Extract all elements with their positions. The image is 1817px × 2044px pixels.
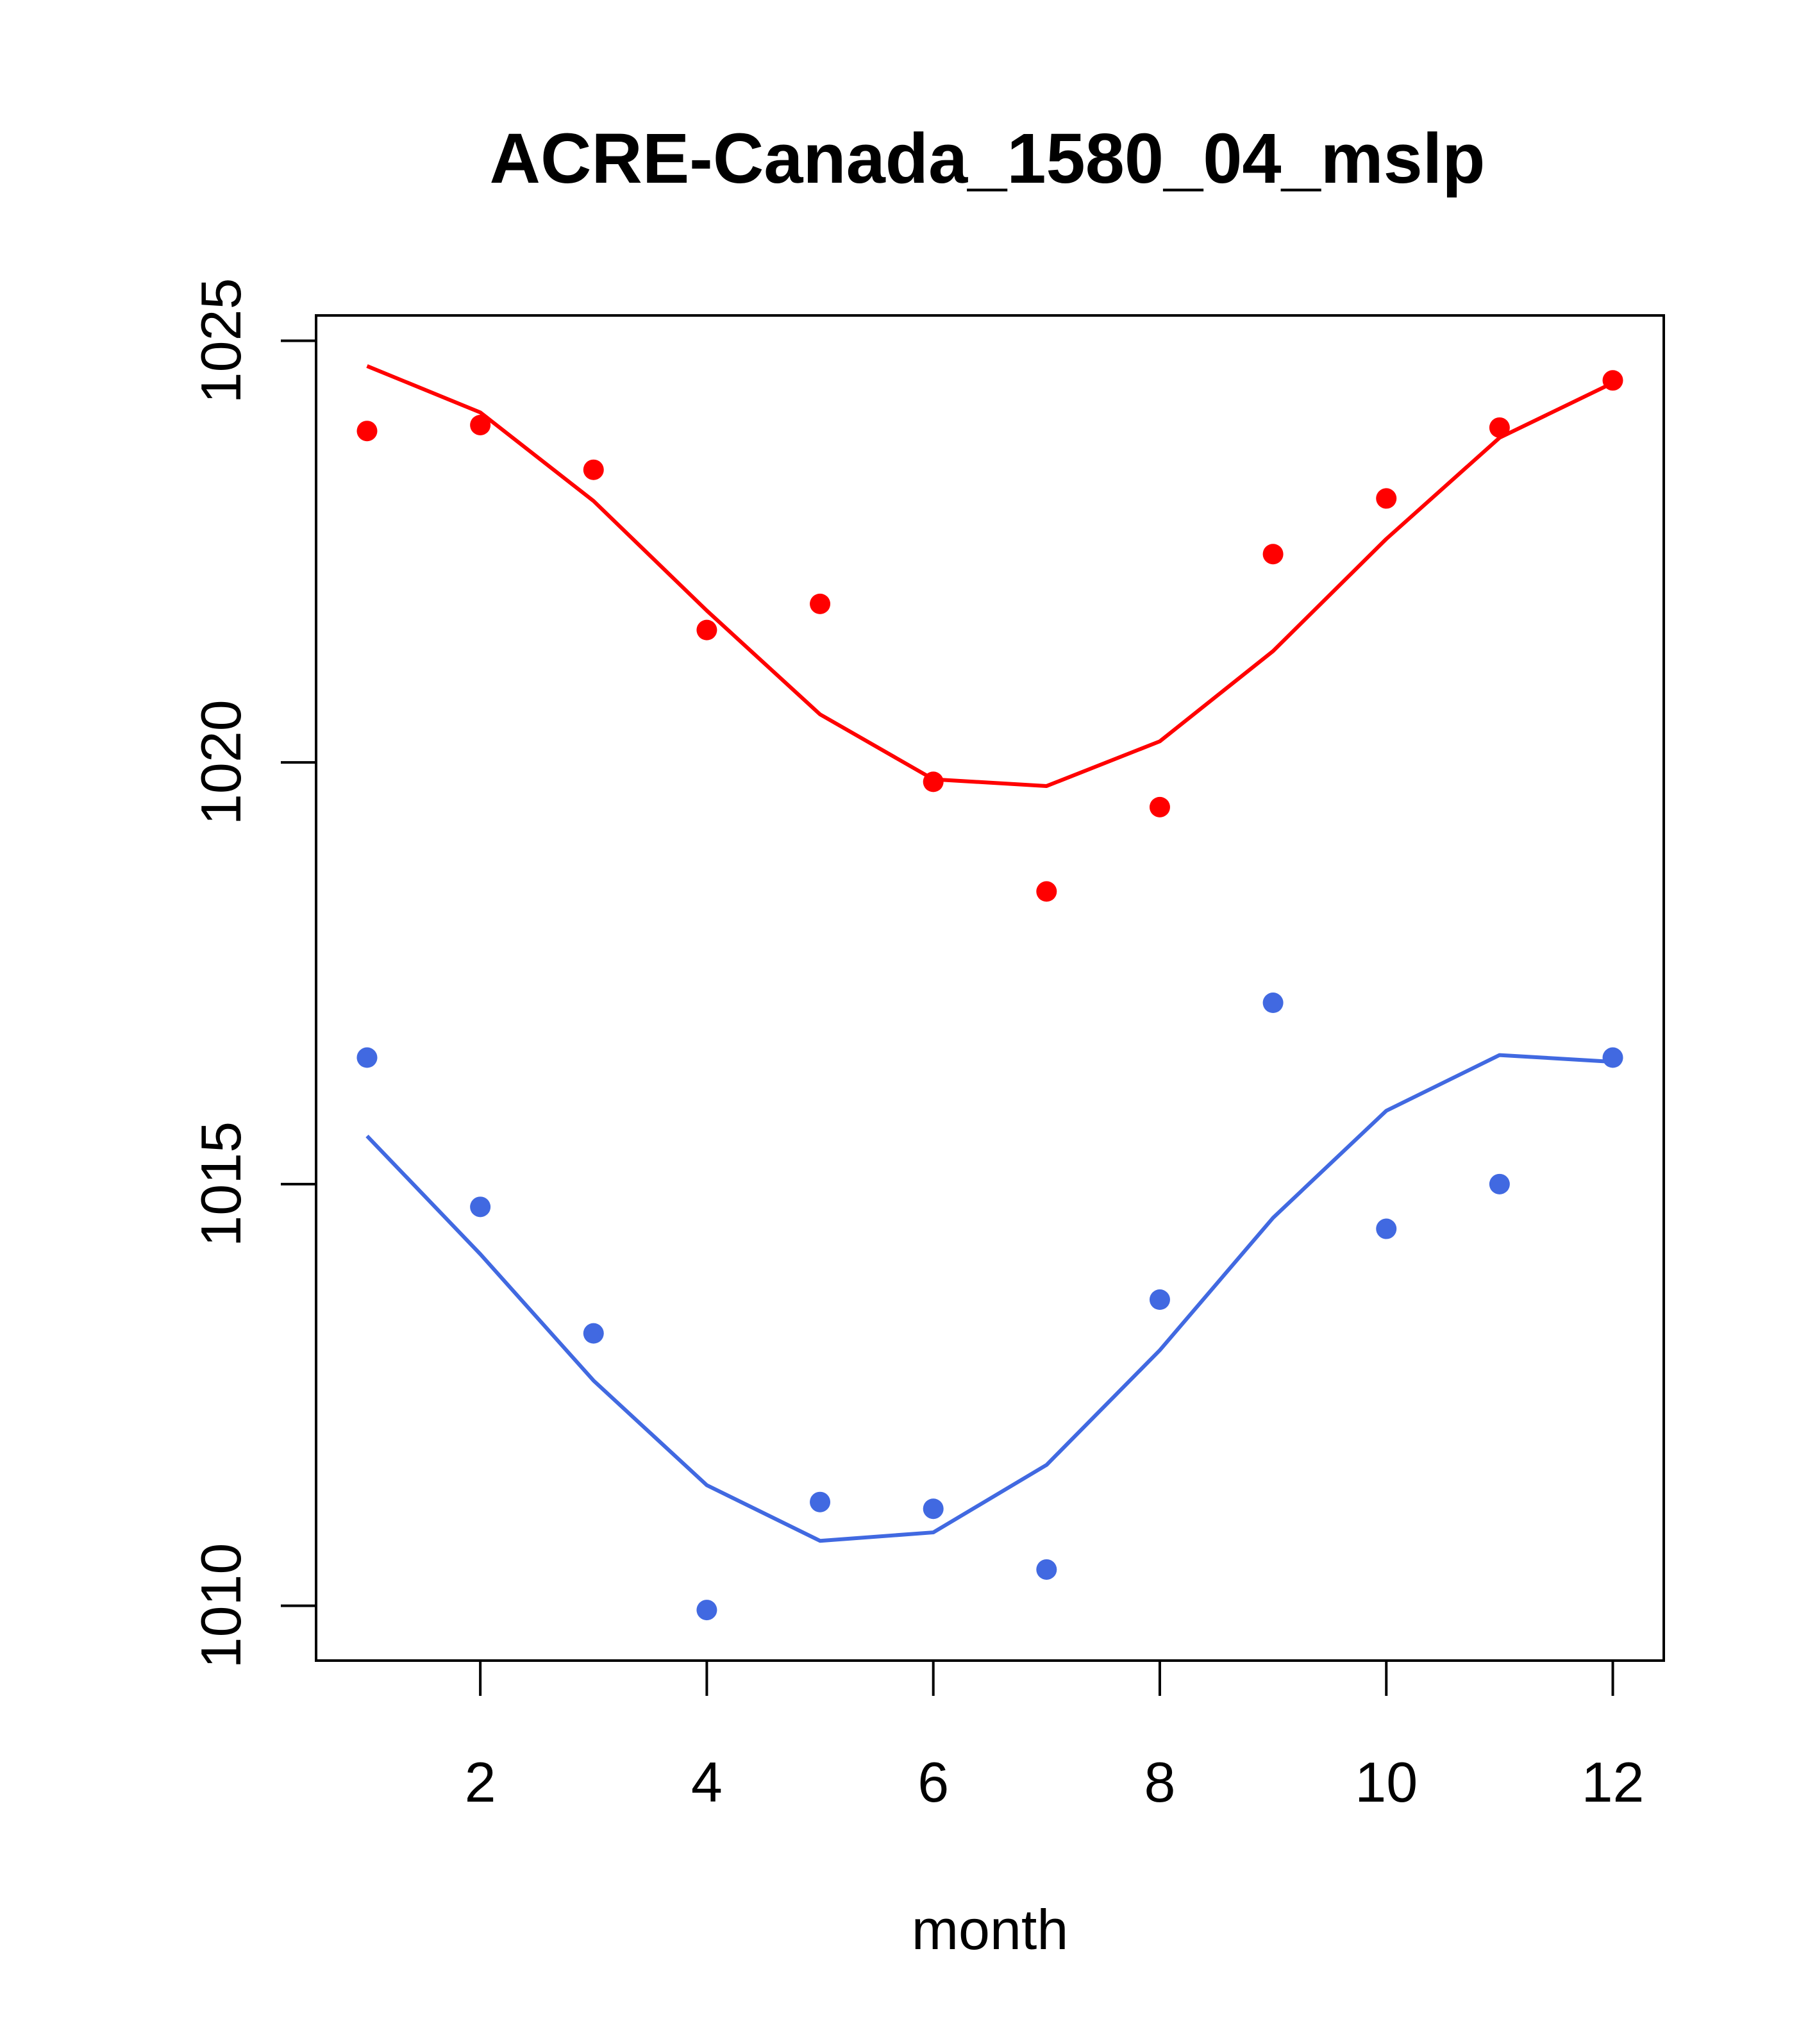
y-axis: 1010 1015 1020 1025 bbox=[189, 278, 317, 1669]
blue-points-point bbox=[696, 1600, 717, 1621]
blue-points-point bbox=[810, 1491, 831, 1512]
red-points bbox=[356, 370, 1623, 902]
y-tick-label: 1025 bbox=[189, 278, 253, 404]
red-points-point bbox=[1376, 488, 1397, 509]
red-points-point bbox=[583, 459, 604, 480]
blue-points-point bbox=[1149, 1289, 1170, 1311]
x-tick-label: 10 bbox=[1355, 1750, 1418, 1814]
red-points-point bbox=[1262, 544, 1284, 565]
x-axis: 2 4 6 8 10 12 bbox=[465, 1659, 1645, 1814]
y-tick-label: 1010 bbox=[189, 1543, 253, 1669]
red-points-point bbox=[810, 593, 831, 614]
red-points-point bbox=[1036, 881, 1057, 902]
chart-title: ACRE-Canada_1580_04_mslp bbox=[490, 119, 1486, 198]
blue-points-point bbox=[1036, 1559, 1057, 1580]
series-layer bbox=[356, 364, 1623, 1621]
x-tick-label: 2 bbox=[465, 1750, 496, 1814]
blue-points-point bbox=[1376, 1218, 1397, 1239]
x-axis-label: month bbox=[912, 1898, 1069, 1961]
x-tick-label: 6 bbox=[917, 1750, 949, 1814]
red-points-point bbox=[1149, 796, 1170, 817]
red-points-point bbox=[1489, 417, 1510, 438]
blue-points-point bbox=[1602, 1047, 1623, 1068]
blue-points-point bbox=[356, 1047, 378, 1068]
blue-points-point bbox=[923, 1498, 944, 1520]
red-points-point bbox=[1602, 370, 1623, 391]
x-tick-label: 4 bbox=[691, 1750, 723, 1814]
red-line bbox=[366, 364, 1614, 788]
x-tick-label: 12 bbox=[1582, 1750, 1645, 1814]
y-tick-label: 1020 bbox=[189, 699, 253, 825]
y-tick-label: 1015 bbox=[189, 1121, 253, 1247]
red-points-point bbox=[356, 421, 378, 442]
blue-points-point bbox=[470, 1196, 491, 1218]
blue-points-point bbox=[1489, 1173, 1510, 1194]
blue-line bbox=[365, 1053, 1613, 1543]
blue-points-point bbox=[583, 1323, 604, 1344]
blue-points bbox=[356, 993, 1623, 1621]
red-points-point bbox=[696, 619, 717, 641]
blue-points-point bbox=[1262, 993, 1284, 1014]
red-points-point bbox=[470, 414, 491, 435]
plot-frame bbox=[315, 314, 1665, 1662]
x-tick-label: 8 bbox=[1144, 1750, 1175, 1814]
red-points-point bbox=[923, 771, 944, 792]
